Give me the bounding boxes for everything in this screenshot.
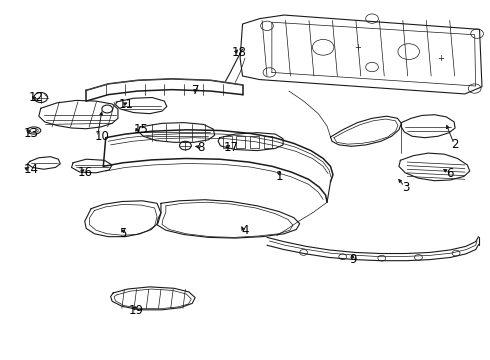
Text: 3: 3 [402, 181, 410, 194]
Text: 19: 19 [129, 305, 144, 318]
Text: 9: 9 [349, 253, 357, 266]
Text: 12: 12 [28, 91, 44, 104]
Text: +: + [437, 54, 444, 63]
Text: 18: 18 [231, 46, 246, 59]
Text: 8: 8 [197, 141, 204, 154]
Text: 6: 6 [446, 167, 454, 180]
Text: 4: 4 [241, 224, 248, 238]
Text: 7: 7 [192, 84, 200, 97]
Bar [264, 135, 272, 148]
Bar [250, 135, 259, 148]
Text: 17: 17 [224, 141, 239, 154]
Text: 15: 15 [134, 123, 148, 136]
Text: 13: 13 [24, 127, 39, 140]
Bar [236, 135, 245, 148]
Text: 5: 5 [119, 227, 126, 240]
Text: 16: 16 [77, 166, 93, 179]
Text: 1: 1 [276, 170, 283, 183]
Bar [223, 135, 232, 148]
Text: 10: 10 [95, 130, 109, 144]
Text: 14: 14 [24, 163, 39, 176]
Text: 2: 2 [451, 138, 459, 150]
Text: +: + [354, 43, 361, 52]
Text: 11: 11 [119, 98, 134, 111]
